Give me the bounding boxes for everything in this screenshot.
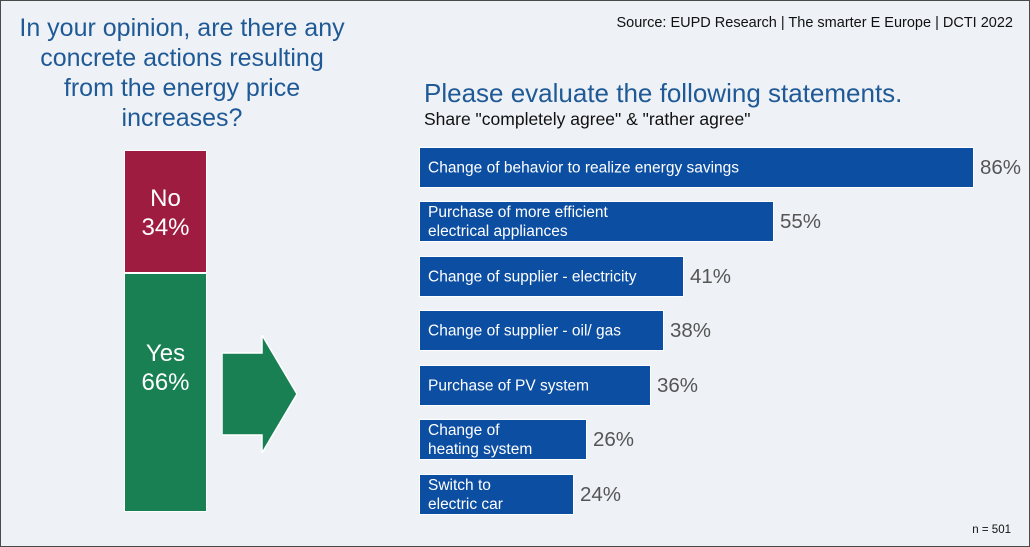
arrow-right-icon — [222, 335, 297, 453]
bar-1: Purchase of more efficient electrical ap… — [419, 201, 774, 242]
bar-label-6: Switch to electric car — [428, 476, 503, 513]
bar-value-0: 86% — [980, 155, 1022, 179]
bar-0: Change of behavior to realize energy sav… — [419, 147, 974, 188]
stack-value-yes: 66% — [141, 368, 190, 396]
stack-label-no: No 34% — [125, 184, 206, 242]
bar-label-4: Purchase of PV system — [428, 377, 590, 394]
bar-value-5: 26% — [593, 427, 635, 451]
bar-3: Change of supplier - oil/ gas — [419, 310, 664, 351]
bar-value-1: 55% — [780, 209, 822, 233]
stack-category-yes: Yes — [145, 339, 186, 367]
bar-value-2: 41% — [690, 264, 732, 288]
sample-size-note: n = 501 — [972, 524, 1011, 536]
bar-2: Change of supplier - electricity — [419, 256, 684, 297]
stack-label-yes: Yes 66% — [125, 339, 206, 397]
bar-4: Purchase of PV system — [419, 365, 651, 406]
bar-label-5: Change of heating system — [428, 421, 533, 458]
bar-label-2: Change of supplier - electricity — [428, 268, 637, 285]
stack-value-no: 34% — [141, 213, 190, 241]
bar-label-1: Purchase of more efficient electrical ap… — [428, 203, 608, 240]
stack-bar-yes: Yes 66% — [124, 273, 207, 512]
bar-chart-subtitle: Share "completely agree" & "rather agree… — [424, 109, 751, 129]
source-note: Source: EUPD Research | The smarter E Eu… — [616, 15, 1013, 31]
bar-label-0: Change of behavior to realize energy sav… — [428, 159, 740, 176]
bar-value-6: 24% — [580, 482, 622, 506]
bar-label-3: Change of supplier - oil/ gas — [428, 322, 622, 339]
bar-chart-title: Please evaluate the following statements… — [424, 78, 903, 108]
bar-5: Change of heating system — [419, 419, 587, 460]
stack-category-no: No — [150, 184, 181, 212]
bar-6: Switch to electric car — [419, 474, 574, 515]
bar-value-3: 38% — [670, 318, 712, 342]
bar-value-4: 36% — [657, 373, 699, 397]
stack-chart-title: In your opinion, are there any concrete … — [19, 14, 345, 132]
stack-bar-no: No 34% — [124, 150, 207, 273]
